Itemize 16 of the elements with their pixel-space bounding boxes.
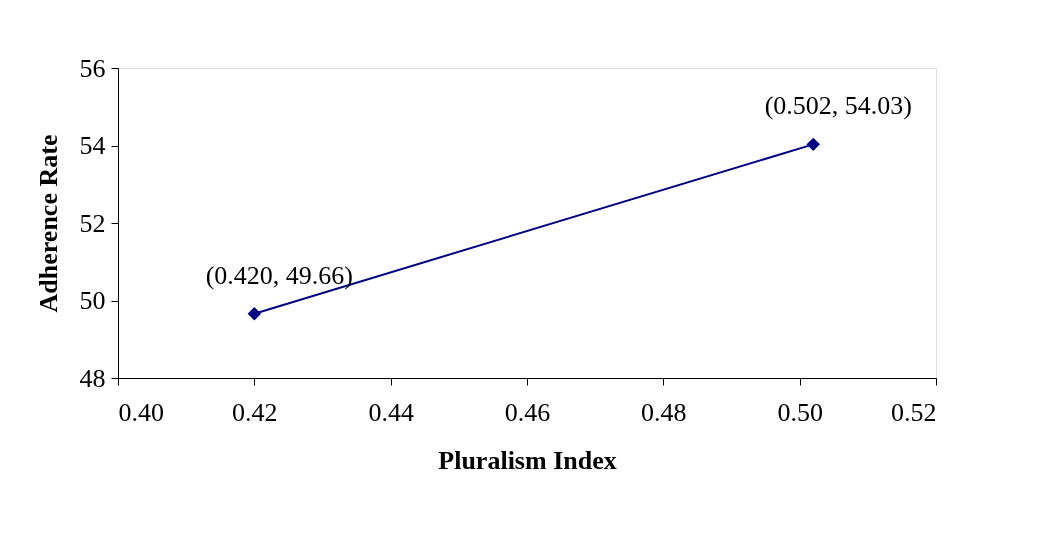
x-tick-label: 0.48	[641, 397, 687, 427]
y-axis-title: Adherence Rate	[33, 134, 63, 313]
y-tick-label: 54	[79, 131, 106, 160]
x-tick-label: 0.40	[118, 397, 164, 427]
annotation: (0.502, 54.03)	[764, 91, 912, 121]
y-tick-label: 50	[79, 286, 106, 315]
x-tick-label: 0.44	[368, 397, 414, 427]
x-tick-label: 0.46	[504, 397, 551, 427]
x-tick-label: 0.50	[777, 397, 823, 427]
x-tick-label: 0.52	[891, 397, 937, 427]
annotation: (0.420, 49.66)	[205, 260, 353, 290]
y-tick-label: 52	[79, 208, 106, 238]
x-axis-title: Pluralism Index	[438, 445, 617, 475]
x-tick-label: 0.42	[232, 397, 278, 427]
y-tick-label: 48	[79, 363, 106, 393]
y-tick-label: 56	[79, 53, 106, 83]
